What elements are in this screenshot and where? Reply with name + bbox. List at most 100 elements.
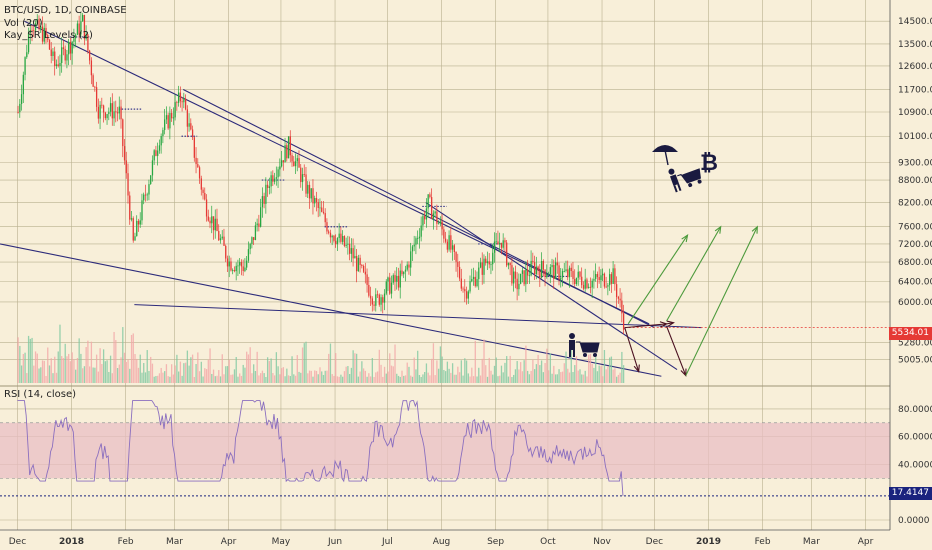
volume-bar [572, 372, 574, 383]
candle-body [568, 267, 571, 278]
candle-body [422, 216, 424, 226]
candle-body [582, 285, 585, 289]
volume-bar [495, 357, 497, 383]
candle-body [389, 277, 391, 294]
candle-body [420, 225, 422, 237]
volume-bar [279, 374, 281, 383]
volume-bar [165, 364, 168, 383]
sr-levels-label: Kay_SR Levels (2) [4, 30, 93, 41]
candle-body [26, 52, 28, 58]
candle-body [36, 19, 38, 24]
volume-bar [389, 353, 391, 383]
volume-bar [478, 367, 480, 383]
candle-body [362, 265, 365, 272]
candle-body [476, 279, 478, 287]
volume-bar [406, 362, 408, 383]
volume-bar [570, 347, 572, 383]
candle-body [383, 293, 386, 303]
candle-body [474, 276, 476, 287]
volume-bar [305, 341, 307, 383]
candle-body [50, 49, 52, 56]
rsi-tick-label: 80.0000 [898, 405, 932, 415]
candle-body [57, 64, 59, 67]
candle-body [602, 273, 604, 276]
candle-body [95, 87, 98, 107]
candle-body [593, 278, 595, 281]
candle-body [558, 265, 560, 280]
volume-bar [446, 361, 449, 383]
volume-bar [130, 334, 133, 383]
candle-body [108, 111, 110, 115]
candle-body [584, 279, 586, 289]
candle-body [460, 278, 462, 289]
volume-bar [375, 372, 377, 383]
volume-bar [263, 373, 265, 383]
candle-body [34, 23, 37, 31]
volume-bar [586, 376, 588, 383]
volume-bar [233, 369, 236, 383]
candle-body [246, 260, 248, 268]
candle-body [280, 160, 283, 167]
candle-body [340, 233, 342, 242]
candle-body [565, 269, 567, 271]
candle-body [336, 238, 339, 245]
candle-body [300, 167, 302, 183]
volume-bar [254, 371, 257, 383]
price-tag: 5534.01 [888, 327, 932, 340]
volume-bar [411, 376, 414, 383]
x-tick-label: Nov [593, 537, 611, 547]
volume-bar [450, 372, 452, 383]
candle-body [544, 269, 546, 278]
candle-body [622, 313, 625, 330]
candle-body [551, 265, 553, 268]
volume-bar [115, 340, 117, 383]
candle-body [226, 258, 229, 267]
candle-body [371, 298, 373, 305]
candle-body [547, 274, 550, 275]
candle-body [266, 184, 269, 188]
volume-bar [256, 351, 258, 383]
candle-body [162, 130, 164, 137]
candle-body [595, 274, 597, 279]
volume-bar [448, 368, 450, 383]
volume-bar [376, 371, 379, 383]
candle-body [619, 298, 621, 301]
volume-bar [343, 371, 346, 383]
volume-bar [303, 343, 305, 383]
volume-bar [136, 358, 138, 383]
volume-bar [118, 364, 120, 383]
candle-body [289, 136, 291, 156]
candle-body [397, 275, 400, 288]
candle-body [191, 129, 194, 138]
down-arrow-1 [624, 327, 640, 372]
candle-body [171, 112, 173, 119]
up-arrow-1 [627, 234, 688, 325]
candle-body [155, 150, 157, 156]
volume-bar [390, 365, 393, 383]
candle-body [380, 297, 382, 305]
candle-body [233, 270, 236, 272]
candle-body [499, 242, 501, 245]
volume-bar [444, 371, 447, 383]
candle-body [465, 291, 468, 299]
volume-bar [312, 376, 314, 383]
candle-body [322, 211, 325, 214]
candle-body [132, 218, 134, 241]
volume-bar [596, 371, 599, 383]
candle-body [591, 280, 593, 288]
rsi-label: RSI (14, close) [4, 389, 77, 400]
volume-bar [193, 376, 195, 383]
volume-bar [102, 349, 105, 383]
candle-body [258, 223, 260, 227]
candle-body [54, 51, 56, 66]
volume-bar [362, 368, 365, 383]
candle-body [469, 281, 471, 292]
volume-bar [539, 365, 541, 383]
volume-bar [186, 350, 189, 383]
candle-body [47, 34, 49, 40]
candle-body [446, 241, 449, 250]
volume-bar [352, 350, 354, 383]
candle-body [579, 271, 581, 277]
candle-body [157, 150, 159, 156]
